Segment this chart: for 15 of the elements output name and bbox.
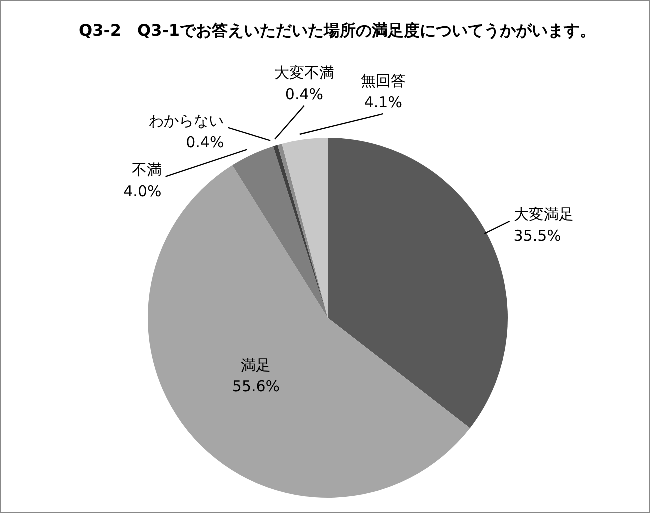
data-label: 0.4%: [285, 86, 324, 104]
slice-label: 満足: [241, 356, 272, 374]
pie-slice: [232, 146, 328, 318]
pie-slice: [328, 138, 508, 428]
data-label: 4.1%: [364, 94, 402, 112]
slice-label: 大変満足: [514, 205, 574, 224]
data-label: 0.4%: [186, 134, 224, 152]
slice-label: 大変不満: [274, 64, 334, 82]
data-label: 35.5%: [514, 227, 562, 246]
chart-title: Q3-2 Q3-1でお答えいただいた場所の満足度についてうかがいます。: [79, 20, 598, 42]
slice-label: 無回答: [360, 72, 406, 90]
data-label: 4.0%: [124, 182, 162, 201]
slice-label: 不満: [132, 160, 162, 179]
slice-label: わからない: [149, 112, 224, 130]
data-label: 55.6%: [232, 377, 280, 396]
